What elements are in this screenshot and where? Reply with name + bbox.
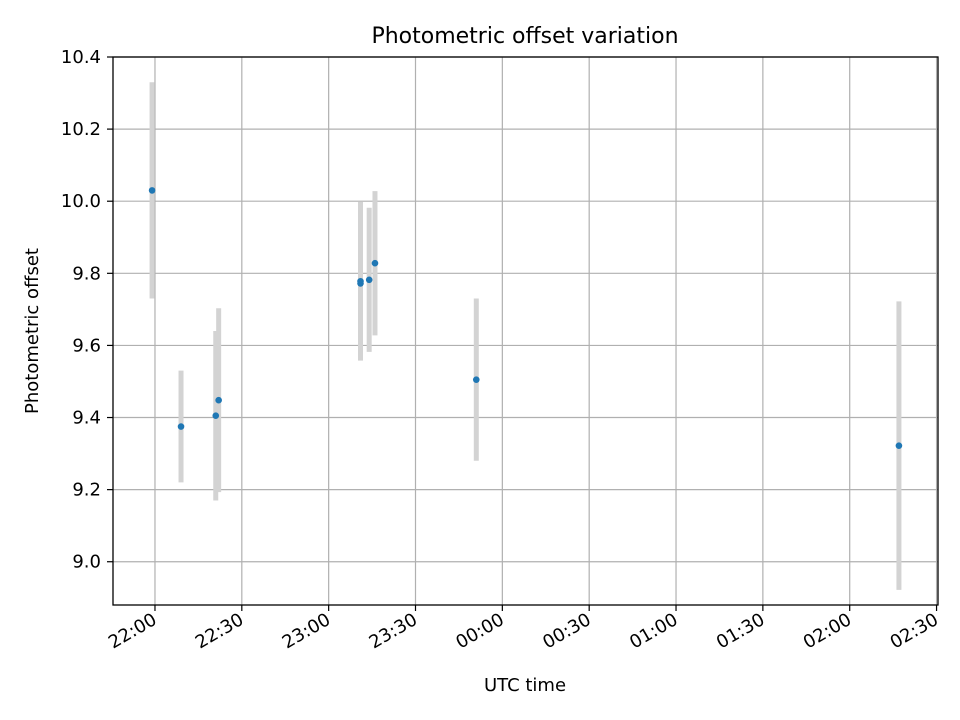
data-point [215, 396, 222, 404]
data-points [148, 187, 903, 449]
y-tick-label: 10.0 [61, 191, 101, 212]
data-point [371, 259, 379, 267]
y-tick-label: 9.8 [72, 263, 101, 284]
y-tick-label: 9.6 [72, 335, 101, 356]
y-tick-label: 10.4 [61, 47, 101, 68]
y-tick-label: 9.2 [72, 480, 101, 501]
data-point [148, 187, 156, 194]
data-point [177, 423, 185, 430]
data-point [357, 280, 364, 287]
y-tick-label: 9.0 [72, 552, 101, 573]
data-point [365, 276, 373, 284]
y-tick-label: 9.4 [72, 408, 101, 429]
data-point [895, 442, 903, 449]
data-point [472, 376, 480, 383]
chart-title: Photometric offset variation [371, 24, 678, 49]
y-tick-label: 10.2 [61, 119, 101, 140]
y-axis-ticks: 9.0 9.2 9.4 9.6 9.8 10.0 10.2 10.4 [61, 47, 113, 573]
x-axis-label: UTC time [484, 675, 566, 696]
data-point [212, 412, 220, 420]
gridlines [113, 56, 938, 605]
y-axis-label: Photometric offset [22, 248, 43, 414]
plot-frame [112, 56, 939, 606]
